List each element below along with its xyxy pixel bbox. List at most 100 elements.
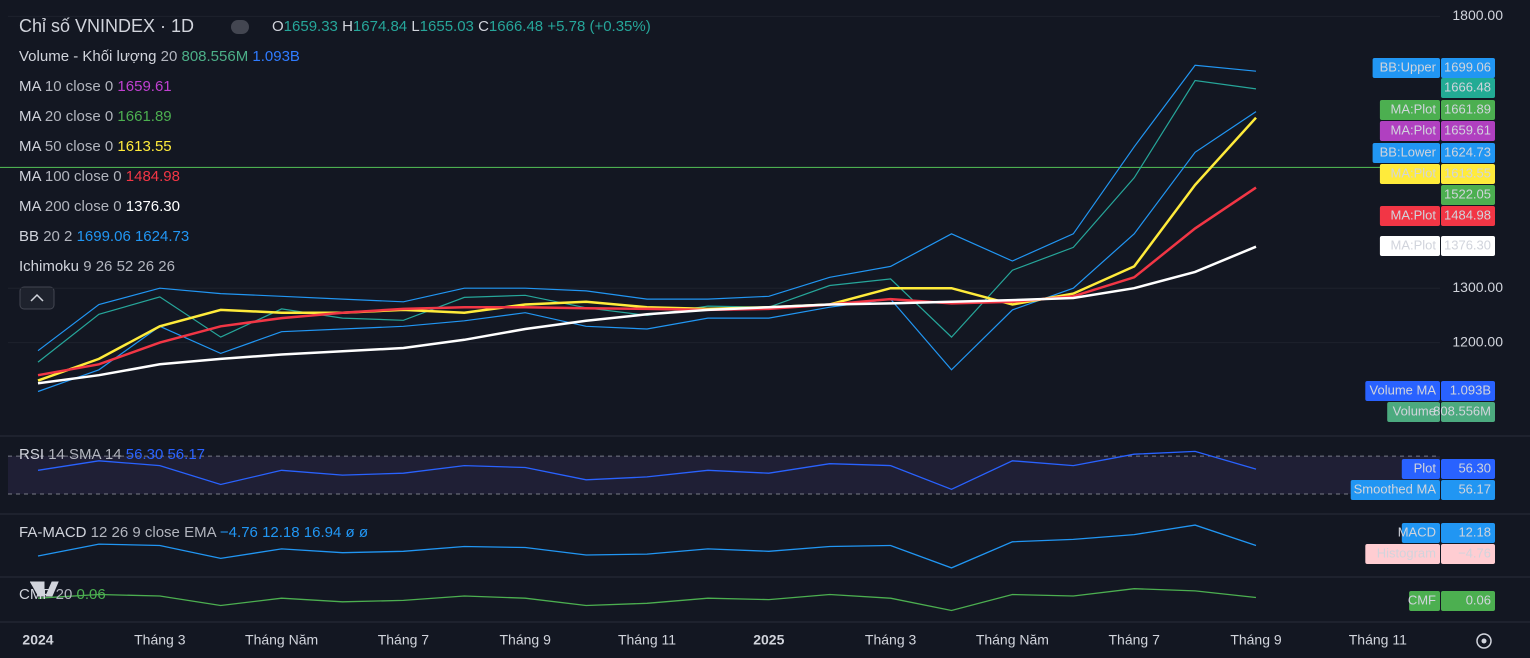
tag-value-bg bbox=[1441, 78, 1495, 98]
indicator-params: 20 2 bbox=[43, 228, 72, 245]
tag-label: Histogram bbox=[1377, 545, 1436, 560]
change: +5.78 (+0.35%) bbox=[547, 18, 650, 35]
pane-value: 12.18 bbox=[262, 524, 300, 541]
indicator-value: 1613.55 bbox=[117, 138, 171, 155]
indicator-legend: MA 50 close 0 1613.55 bbox=[19, 138, 172, 155]
tag-value-bg bbox=[1441, 206, 1495, 226]
pane-legend: CMF 20 0.06 bbox=[19, 586, 106, 603]
pane-label: RSI bbox=[19, 446, 44, 463]
tag-label: Volume bbox=[1393, 403, 1436, 418]
indicator-legend: MA 100 close 0 1484.98 bbox=[19, 168, 180, 185]
x-tick-label: 2024 bbox=[22, 632, 53, 648]
tag-value: 0.06 bbox=[1466, 592, 1491, 607]
indicator-params: 9 26 52 26 26 bbox=[83, 258, 175, 275]
tag-label-bg bbox=[1401, 523, 1440, 543]
indicator-name: Ichimoku bbox=[19, 258, 79, 275]
pane-value: 0.06 bbox=[77, 586, 106, 603]
collapse-icon bbox=[30, 293, 44, 302]
ohlc-label: O bbox=[272, 18, 284, 35]
tag-label: BB:Lower bbox=[1380, 144, 1437, 159]
indicator-params: 20 close 0 bbox=[45, 108, 113, 125]
tag-value: 1699.06 bbox=[1444, 59, 1491, 74]
ohlc-value: 1659.33 bbox=[284, 18, 338, 35]
tag-value-bg bbox=[1441, 236, 1495, 256]
tag-label-bg bbox=[1401, 459, 1440, 479]
indicator-params: 200 close 0 bbox=[45, 198, 122, 215]
pane-label: CMF bbox=[19, 586, 52, 603]
ohlc-label: C bbox=[478, 18, 489, 35]
tag-label: MA:Plot bbox=[1390, 165, 1436, 180]
indicator-legend: BB 20 2 1699.06 1624.73 bbox=[19, 228, 189, 245]
indicator-name: MA bbox=[19, 198, 41, 215]
x-tick-label: Tháng Năm bbox=[245, 632, 318, 648]
tag-label: MA:Plot bbox=[1390, 122, 1436, 137]
indicator-params: 100 close 0 bbox=[45, 168, 122, 185]
tag-value: 808.556M bbox=[1433, 403, 1491, 418]
pane-legend: FA-MACD 12 26 9 close EMA −4.76 12.18 16… bbox=[19, 524, 368, 541]
tag-label-bg bbox=[1379, 236, 1440, 256]
tag-value-bg bbox=[1441, 164, 1495, 184]
pane-label: FA-MACD bbox=[19, 524, 87, 541]
indicator-line bbox=[37, 450, 1257, 491]
indicator-value: 1376.30 bbox=[126, 198, 180, 215]
tag-label: Plot bbox=[1414, 460, 1437, 475]
tag-value-bg bbox=[1441, 402, 1495, 422]
tag-label-bg bbox=[1379, 164, 1440, 184]
indicator-params: 10 close 0 bbox=[45, 78, 113, 95]
tag-value: 1522.05 bbox=[1444, 186, 1491, 201]
tag-value-bg bbox=[1441, 143, 1495, 163]
x-tick-label: Tháng 11 bbox=[618, 632, 676, 648]
indicator-legend: Ichimoku 9 26 52 26 26 bbox=[19, 258, 175, 275]
tag-value-bg bbox=[1441, 381, 1495, 401]
collapse-button[interactable] bbox=[19, 286, 55, 310]
x-tick-label: Tháng 11 bbox=[1349, 632, 1407, 648]
pane-params: 20 bbox=[56, 586, 73, 603]
tag-value-bg bbox=[1441, 523, 1495, 543]
indicator-name: MA bbox=[19, 108, 41, 125]
x-tick-label: Tháng 7 bbox=[378, 632, 430, 648]
tag-value: 56.30 bbox=[1458, 460, 1491, 475]
indicator-value: 1624.73 bbox=[135, 228, 189, 245]
indicator-name: MA bbox=[19, 168, 41, 185]
tag-label: MA:Plot bbox=[1390, 101, 1436, 116]
pane-value: 56.17 bbox=[167, 446, 205, 463]
overlay: 1200.00 1300.00 1800.00 RSI 14 SMA 14 56.30… bbox=[19, 7, 1503, 648]
y-tick-label: 1800.00 bbox=[1452, 7, 1503, 23]
indicator-line bbox=[37, 588, 1257, 612]
x-tick-label: 2025 bbox=[753, 632, 784, 648]
x-tick-label: Tháng 9 bbox=[500, 632, 552, 648]
tag-value: 1376.30 bbox=[1444, 237, 1491, 252]
indicator-value: 808.556M bbox=[181, 48, 248, 65]
pane-params: 12 26 9 close EMA bbox=[91, 524, 217, 541]
indicator-value: 1699.06 bbox=[77, 228, 131, 245]
x-tick-label: Tháng Năm bbox=[976, 632, 1049, 648]
ohlc-label: H bbox=[342, 18, 353, 35]
tag-label-bg bbox=[1372, 143, 1440, 163]
indicator-legend: MA 10 close 0 1659.61 bbox=[19, 78, 172, 95]
indicator-params: 50 close 0 bbox=[45, 138, 113, 155]
settings-button[interactable] bbox=[1476, 633, 1492, 649]
pane-value: 56.30 bbox=[126, 446, 164, 463]
pane-value: 16.94 bbox=[304, 524, 342, 541]
pane-value: ø bbox=[346, 524, 355, 541]
indicator-name: MA bbox=[19, 78, 41, 95]
tag-label: BB:Upper bbox=[1380, 59, 1437, 74]
ohlc-value: 1674.84 bbox=[353, 18, 407, 35]
tag-label-bg bbox=[1387, 402, 1440, 422]
tag-label-bg bbox=[1365, 381, 1440, 401]
tag-value: 1666.48 bbox=[1444, 79, 1491, 94]
tag-value: 56.17 bbox=[1458, 481, 1491, 496]
indicator-name: BB bbox=[19, 228, 39, 245]
tag-value: 1.093B bbox=[1450, 382, 1491, 397]
tag-value: 1484.98 bbox=[1444, 207, 1491, 222]
logo bbox=[30, 581, 59, 597]
tag-value-bg bbox=[1441, 185, 1495, 205]
tag-value: 12.18 bbox=[1458, 524, 1491, 539]
tag-label: MA:Plot bbox=[1390, 237, 1436, 252]
chart-title: Chỉ số VNINDEX · 1D bbox=[19, 16, 194, 36]
tag-value-bg bbox=[1441, 544, 1495, 564]
plot-area bbox=[0, 15, 1440, 612]
tag-label-bg bbox=[1379, 206, 1440, 226]
toggle-icon[interactable] bbox=[231, 20, 249, 34]
